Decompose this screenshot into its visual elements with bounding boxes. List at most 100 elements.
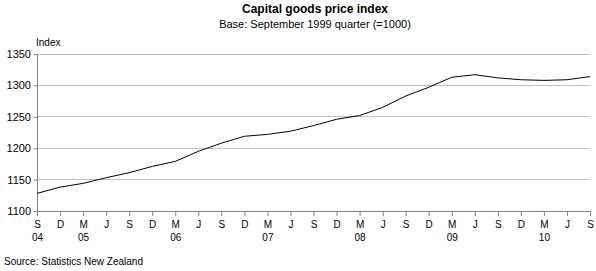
y-tick-label: 1100 — [7, 205, 31, 217]
plot-area — [37, 75, 590, 194]
x-tick: S — [126, 211, 133, 230]
x-tick-mark — [521, 211, 522, 216]
x-tick-mark — [337, 211, 338, 216]
x-tick-label-line: M — [79, 219, 87, 230]
x-tick-mark — [567, 211, 568, 216]
x-tick-mark — [544, 211, 545, 216]
x-tick-label-line: S — [311, 219, 318, 230]
x-tick-label-line: J — [288, 219, 293, 230]
y-tick: 1200 — [7, 142, 37, 154]
x-tick-label: S — [403, 219, 410, 230]
x-tick-label-line: M — [356, 219, 364, 230]
x-tick-mark — [314, 211, 315, 216]
x-tick-mark — [175, 211, 176, 216]
chart-container: Capital goods price indexBase: September… — [0, 0, 596, 271]
y-tick-mark — [34, 148, 37, 149]
x-tick-mark — [429, 211, 430, 216]
x-tick-label-line: S — [126, 219, 133, 230]
y-tick-mark — [34, 180, 37, 181]
x-tick-label-line: 10 — [539, 232, 551, 243]
x-tick-label-line: 06 — [170, 232, 182, 243]
y-tick-label: 1150 — [7, 174, 31, 186]
x-tick-mark — [106, 211, 107, 216]
y-tick: 1150 — [7, 174, 37, 186]
x-tick-mark — [221, 211, 222, 216]
x-tick-mark — [475, 211, 476, 216]
x-tick-label: S — [587, 219, 594, 230]
source-note: Source: Statistics New Zealand — [4, 256, 143, 267]
x-tick-label: S — [126, 219, 133, 230]
x-tick-label: D — [518, 219, 525, 230]
x-tick-label: S — [311, 219, 318, 230]
x-tick-label-line: M — [264, 219, 272, 230]
grid-line — [37, 85, 590, 86]
y-axis: 1100 1150 1200 1250 1300 1350 — [7, 48, 38, 217]
x-tick-mark — [244, 211, 245, 216]
y-tick-mark — [34, 117, 37, 118]
x-tick: D — [57, 211, 64, 230]
x-tick: M 09 — [447, 211, 459, 243]
x-tick: S — [218, 211, 225, 230]
x-tick-mark — [383, 211, 384, 216]
y-tick: 1350 — [7, 48, 37, 60]
x-tick-label: S — [218, 219, 225, 230]
x-tick: D — [149, 211, 156, 230]
x-tick-mark — [60, 211, 61, 216]
x-tick-label: M 07 — [262, 219, 274, 243]
x-tick-label-line: J — [104, 219, 109, 230]
x-tick: M06 — [170, 211, 182, 243]
y-axis-line — [34, 55, 38, 212]
x-tick: J — [473, 211, 478, 230]
grid-line — [37, 148, 590, 149]
x-tick-label-line: J — [565, 219, 570, 230]
x-tick-label-line: S — [403, 219, 410, 230]
grid-line — [37, 179, 590, 180]
x-tick: S — [495, 211, 502, 230]
x-tick-label-line: D — [149, 219, 156, 230]
x-tick-mark — [452, 211, 453, 216]
x-tick: J — [196, 211, 201, 230]
x-tick-mark — [198, 211, 199, 216]
x-tick-label-line: J — [473, 219, 478, 230]
x-tick-label: J — [196, 219, 201, 230]
y-tick-label: 1250 — [7, 111, 31, 123]
x-tick-label: M05 — [78, 219, 90, 243]
x-tick: M05 — [78, 211, 90, 243]
x-tick: D — [241, 211, 248, 230]
x-tick-label: J — [565, 219, 570, 230]
x-tick-label-line: M — [448, 219, 456, 230]
y-tick-mark — [34, 211, 37, 212]
x-tick: S 04 — [32, 211, 44, 243]
x-tick: J — [104, 211, 109, 230]
x-tick-label-line: S — [34, 219, 41, 230]
x-tick-label: M 08 — [355, 219, 367, 243]
y-tick-label: 1350 — [7, 48, 31, 60]
grid-line — [37, 116, 590, 117]
x-tick-label: J — [104, 219, 109, 230]
x-tick: S — [403, 211, 410, 230]
x-tick: J — [288, 211, 293, 230]
x-axis: S04DM05JSDM06JSDM07JSDM08JSDM09JSDM10JS — [32, 211, 594, 243]
x-tick-mark — [267, 211, 268, 216]
x-tick-label-line: 08 — [355, 232, 367, 243]
x-tick-label-line: 04 — [32, 232, 44, 243]
x-tick-label: S — [495, 219, 502, 230]
x-tick-mark — [590, 211, 591, 216]
x-tick: D — [518, 211, 525, 230]
x-tick-label: D — [149, 219, 156, 230]
x-tick-label: D — [241, 219, 248, 230]
y-tick: 1300 — [7, 79, 37, 91]
x-tick-label: S 04 — [32, 219, 44, 243]
x-tick: M 07 — [262, 211, 274, 243]
x-tick-label-line: 09 — [447, 232, 459, 243]
y-axis-label: Index — [36, 37, 60, 48]
x-tick-label: J — [288, 219, 293, 230]
chart-svg: Capital goods price indexBase: September… — [0, 0, 596, 271]
x-tick-label-line: 07 — [262, 232, 274, 243]
x-tick-label-line: D — [518, 219, 525, 230]
x-tick: D — [426, 211, 433, 230]
x-tick: S — [587, 211, 594, 230]
y-tick: 1100 — [7, 205, 37, 217]
x-tick: M10 — [539, 211, 551, 243]
x-tick-label-line: S — [587, 219, 594, 230]
